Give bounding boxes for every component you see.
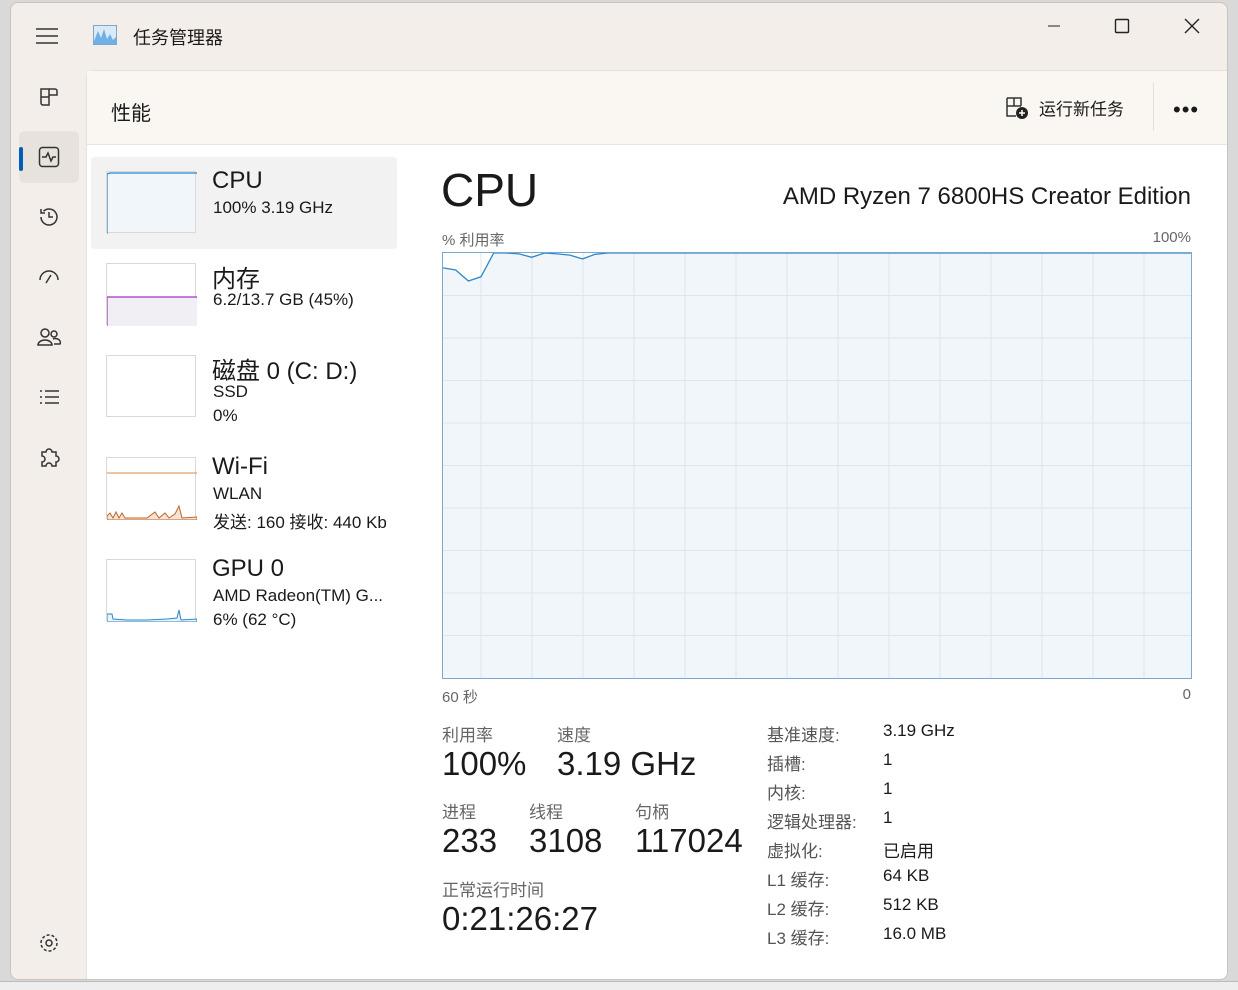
cpu-model: AMD Ryzen 7 6800HS Creator Edition <box>782 183 1191 210</box>
list-icon <box>40 390 59 404</box>
pulse-icon <box>38 146 60 168</box>
device-throughput: 发送: 160 接收: 440 Kb <box>213 513 387 532</box>
title-bar: 任务管理器 <box>11 3 1227 69</box>
nav-details[interactable] <box>19 371 79 423</box>
chart-ylabel: % 利用率 <box>442 232 505 249</box>
uptime-value: 0:21:26:27 <box>442 900 598 937</box>
spec-key: 基准速度: <box>767 726 840 745</box>
device-detail: AMD Radeon(TM) G... <box>213 586 384 605</box>
device-name: CPU <box>212 167 263 194</box>
device-name: 内存 <box>212 266 260 293</box>
memory-thumbnail <box>106 263 197 326</box>
cpu-thumbnail <box>106 171 197 234</box>
spec-key: 插槽: <box>767 755 806 774</box>
nav-services[interactable] <box>19 431 79 483</box>
maximize-button[interactable] <box>1099 11 1145 41</box>
device-name: 磁盘 0 (C: D:) <box>212 358 358 385</box>
disk-thumbnail <box>106 355 196 417</box>
hamburger-menu-icon[interactable] <box>35 27 59 45</box>
header-divider <box>1153 83 1154 131</box>
nav-processes[interactable] <box>19 71 79 123</box>
gear-icon <box>40 934 58 952</box>
spec-value: 512 KB <box>883 895 939 914</box>
nav-startup[interactable] <box>19 251 79 303</box>
spec-key: 逻辑处理器: <box>767 813 857 832</box>
handles-label: 句柄 <box>635 803 669 822</box>
device-detail: 100% 3.19 GHz <box>213 198 334 217</box>
minimize-button[interactable] <box>1031 11 1077 41</box>
main-panel: 性能 运行新任务 ••• CPU 100% 3.19 GHz 内存 6.2/13… <box>86 70 1227 979</box>
close-button[interactable] <box>1169 11 1215 41</box>
spec-key: L3 缓存: <box>767 929 830 948</box>
processes-label: 进程 <box>442 803 476 822</box>
minimize-icon <box>1048 25 1060 27</box>
cpu-usage-chart <box>442 252 1192 679</box>
users-icon <box>37 328 62 346</box>
more-options-button[interactable]: ••• <box>1173 97 1200 122</box>
spec-value: 3.19 GHz <box>883 721 955 740</box>
speedometer-icon <box>39 270 59 284</box>
nav-users[interactable] <box>19 311 79 363</box>
util-label: 利用率 <box>442 726 493 745</box>
puzzle-icon <box>41 448 60 467</box>
spec-value: 1 <box>883 808 893 827</box>
threads-value: 3108 <box>529 822 603 859</box>
new-task-icon <box>1006 96 1028 119</box>
run-new-task-label: 运行新任务 <box>1039 100 1124 119</box>
chart-xmax-label: 0 <box>1182 686 1191 703</box>
processes-value: 233 <box>442 822 498 859</box>
device-detail: WLAN <box>213 484 263 503</box>
device-detail: 6.2/13.7 GB (45%) <box>213 290 354 309</box>
device-usage: 6% (62 °C) <box>213 610 297 629</box>
device-gpu[interactable]: GPU 0 AMD Radeon(TM) G... 6% (62 °C) <box>91 545 397 637</box>
spec-value: 64 KB <box>883 866 930 885</box>
detail-title: CPU <box>441 164 539 216</box>
chart-ymax-label: 100% <box>1152 229 1191 246</box>
run-new-task-button[interactable]: 运行新任务 <box>1005 95 1124 120</box>
spec-key: L1 缓存: <box>767 871 830 890</box>
spec-value: 1 <box>883 779 893 798</box>
grid-icon <box>40 88 58 106</box>
close-icon <box>1184 18 1200 34</box>
spec-key: 虚拟化: <box>767 842 823 861</box>
page-header: 性能 运行新任务 ••• <box>87 71 1227 145</box>
device-memory[interactable]: 内存 6.2/13.7 GB (45%) <box>91 249 397 341</box>
speed-label: 速度 <box>557 726 591 745</box>
handles-value: 117024 <box>635 822 743 859</box>
device-wifi[interactable]: Wi-Fi WLAN 发送: 160 接收: 440 Kb <box>91 443 397 535</box>
device-name: Wi-Fi <box>212 453 268 480</box>
spec-key: 内核: <box>767 784 806 803</box>
wifi-thumbnail <box>106 457 197 520</box>
history-icon <box>40 208 58 226</box>
device-detail: SSD <box>213 382 248 401</box>
settings-button[interactable] <box>19 917 79 969</box>
spec-value: 16.0 MB <box>883 924 947 943</box>
util-value: 100% <box>442 745 527 782</box>
device-disk[interactable]: 磁盘 0 (C: D:) SSD 0% <box>91 341 397 433</box>
nav-app-history[interactable] <box>19 191 79 243</box>
chart-xmin-label: 60 秒 <box>442 689 478 706</box>
task-manager-window: 任务管理器 性能 运行新任务 ••• CPU 100% 3.19 GHz <box>10 2 1228 980</box>
usage-line <box>442 252 1191 282</box>
speed-value: 3.19 GHz <box>557 745 697 782</box>
spec-key: L2 缓存: <box>767 900 830 919</box>
spec-value: 已启用 <box>883 842 934 861</box>
nav-rail <box>11 69 86 979</box>
window-title: 任务管理器 <box>133 28 223 48</box>
page-title: 性能 <box>111 103 151 125</box>
task-manager-app-icon <box>93 25 117 45</box>
device-name: GPU 0 <box>212 555 285 582</box>
active-indicator <box>19 147 23 171</box>
uptime-label: 正常运行时间 <box>442 881 544 900</box>
background-app-strip <box>0 981 1238 990</box>
nav-performance[interactable] <box>19 131 79 183</box>
device-usage: 0% <box>213 406 238 425</box>
threads-label: 线程 <box>529 803 563 822</box>
spec-value: 1 <box>883 750 893 769</box>
device-cpu[interactable]: CPU 100% 3.19 GHz <box>91 157 397 249</box>
gpu-thumbnail <box>106 559 197 622</box>
maximize-icon <box>1114 18 1130 34</box>
